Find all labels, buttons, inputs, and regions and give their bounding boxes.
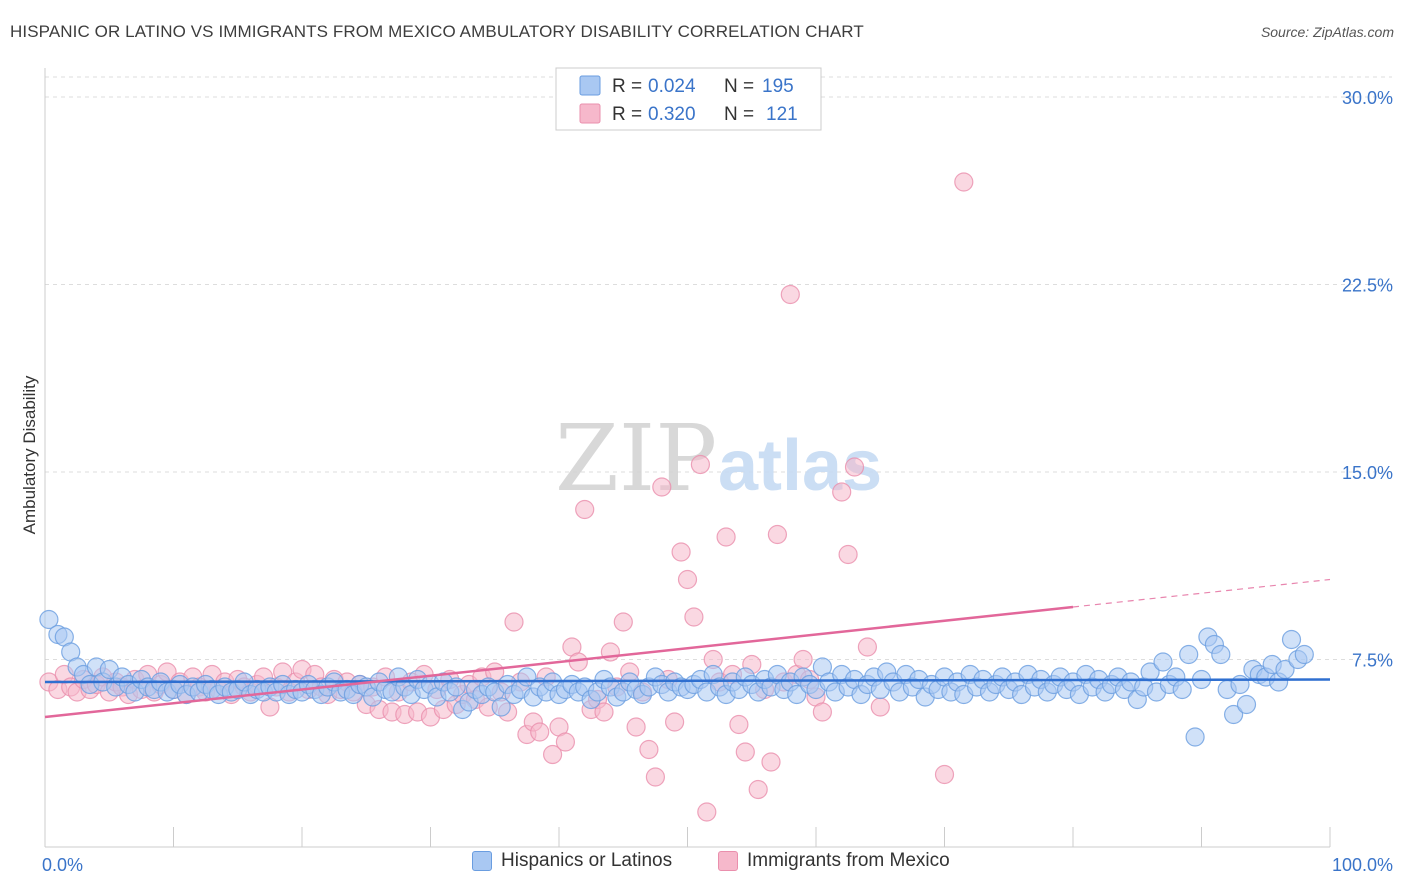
y-axis-label: Ambulatory Disability xyxy=(20,375,39,534)
legend-swatch-blue xyxy=(579,75,601,96)
trend-line-hispanics xyxy=(44,678,1331,684)
y-tick-label-1: 15.0% xyxy=(1342,463,1393,483)
mexico-point xyxy=(857,637,878,657)
mexico-point xyxy=(812,702,833,722)
mexico-point xyxy=(664,712,685,732)
mexico-point xyxy=(684,607,704,627)
mexico-point xyxy=(793,649,813,670)
x-tick-label-1: 100.0% xyxy=(1332,855,1393,875)
trend-lines xyxy=(44,578,1331,719)
trend-line-mexico-extension xyxy=(1072,578,1331,608)
x-tick-label-0: 0.0% xyxy=(42,855,83,875)
legend-r-value-2: 0.320 xyxy=(648,104,696,125)
mexico-point xyxy=(645,767,666,787)
mexico-point xyxy=(844,457,865,477)
mexico-point xyxy=(542,744,563,765)
hispanics-point xyxy=(787,684,807,705)
hispanics-point xyxy=(1172,679,1192,700)
chart-title: HISPANIC OR LATINO VS IMMIGRANTS FROM ME… xyxy=(10,22,864,41)
mexico-point xyxy=(626,717,646,737)
legend-r-value-1: 0.024 xyxy=(648,76,696,97)
axes xyxy=(44,68,1331,848)
mexico-point xyxy=(697,802,717,822)
legend-item-mexico: Immigrants from Mexico xyxy=(718,850,950,872)
mexico-point xyxy=(504,612,524,632)
mexico-point xyxy=(735,742,755,762)
y-tick-label-2: 22.5% xyxy=(1342,276,1393,296)
mexico-point xyxy=(838,544,858,565)
legend-n-value-1: 195 xyxy=(762,76,794,97)
blue-points xyxy=(39,609,1314,747)
legend-label-hispanics: Hispanics or Latinos xyxy=(501,850,673,871)
hispanics-point xyxy=(1179,644,1199,665)
hispanics-point xyxy=(1185,727,1205,747)
hispanics-point xyxy=(491,697,511,717)
watermark-zip: ZIP xyxy=(555,405,717,512)
mexico-point xyxy=(748,779,768,800)
mexico-point xyxy=(767,524,788,545)
mexico-point xyxy=(729,714,749,735)
mexico-point xyxy=(555,732,576,752)
mexico-point xyxy=(671,542,691,562)
y-tick-label-0: 7.5% xyxy=(1352,651,1393,671)
mexico-point xyxy=(954,172,974,192)
mexico-point xyxy=(594,702,614,722)
mexico-point xyxy=(934,764,955,785)
mexico-point xyxy=(716,527,736,547)
hispanics-point xyxy=(1294,644,1314,665)
legend-swatch-mexico xyxy=(718,851,738,871)
hispanics-point xyxy=(1281,629,1302,650)
hispanics-point xyxy=(1230,674,1250,695)
tick-labels: 7.5% 15.0% 22.5% 30.0% 0.0% 100.0% xyxy=(42,88,1393,875)
mexico-point xyxy=(761,752,781,772)
grid-lines xyxy=(45,76,1392,660)
hispanics-point xyxy=(1236,694,1257,715)
legend-r-label-2: R = xyxy=(612,104,642,125)
legend-swatch-pink xyxy=(579,103,601,124)
mexico-point xyxy=(690,454,711,475)
trend-line-mexico xyxy=(44,605,1074,719)
mexico-point xyxy=(575,499,595,520)
legend-swatch-hispanics xyxy=(472,851,492,871)
mexico-point xyxy=(568,652,588,672)
mexico-point xyxy=(530,722,550,742)
hispanics-point xyxy=(1153,652,1173,672)
legend-n-value-2: 121 xyxy=(766,104,798,125)
legend-n-label-2: N = xyxy=(724,104,754,125)
hispanics-point xyxy=(39,609,59,630)
mexico-point xyxy=(870,697,890,717)
bottom-legend: Hispanics or Latinos Immigrants from Mex… xyxy=(0,850,1406,880)
mexico-point xyxy=(780,284,800,305)
mexico-point xyxy=(639,739,659,760)
hispanics-point xyxy=(1211,644,1231,665)
legend-item-hispanics: Hispanics or Latinos xyxy=(472,850,672,872)
mexico-point xyxy=(832,482,852,502)
legend-label-mexico: Immigrants from Mexico xyxy=(747,850,950,871)
mexico-point xyxy=(613,612,633,632)
hispanics-point xyxy=(1223,704,1244,725)
legend-r-label-1: R = xyxy=(612,76,642,97)
hispanics-point xyxy=(446,677,466,697)
mexico-point xyxy=(677,569,698,590)
mexico-point xyxy=(652,477,672,497)
legend-n-label-1: N = xyxy=(724,76,754,97)
source-label: Source: ZipAtlas.com xyxy=(1260,24,1394,40)
stats-legend: R = 0.024 N = 195 R = 0.320 N = 121 xyxy=(555,67,822,131)
y-tick-label-3: 30.0% xyxy=(1342,88,1393,108)
